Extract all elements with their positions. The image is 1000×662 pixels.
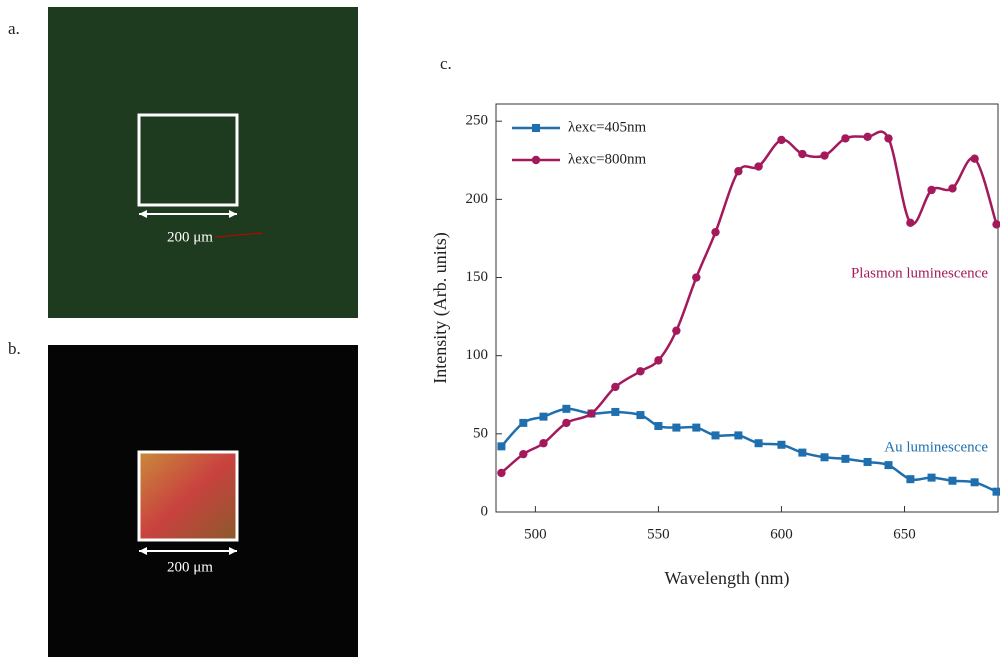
point bbox=[497, 469, 505, 477]
point bbox=[636, 411, 644, 419]
point bbox=[692, 273, 700, 281]
scale-label: 200 μm bbox=[167, 229, 213, 245]
panel-label: c. bbox=[440, 54, 452, 73]
annotation: Au luminescence bbox=[884, 439, 988, 455]
point bbox=[863, 133, 871, 141]
point bbox=[654, 356, 662, 364]
y-tick-label: 100 bbox=[466, 347, 489, 363]
point bbox=[906, 475, 914, 483]
figure: a. 200 μm b. 200 μm c. 0 50 100 150 200 250 50… bbox=[0, 0, 1000, 657]
point bbox=[539, 439, 547, 447]
region-box bbox=[139, 452, 237, 540]
point bbox=[712, 431, 720, 439]
point bbox=[777, 441, 785, 449]
point bbox=[672, 326, 680, 334]
point bbox=[798, 150, 806, 158]
point bbox=[884, 134, 892, 142]
point bbox=[672, 424, 680, 432]
point bbox=[777, 136, 785, 144]
x-tick-label: 650 bbox=[893, 526, 916, 542]
point bbox=[821, 453, 829, 461]
y-tick-label: 150 bbox=[466, 269, 489, 285]
y-tick-label: 0 bbox=[481, 503, 489, 519]
point bbox=[927, 186, 935, 194]
point bbox=[841, 134, 849, 142]
x-tick-label: 550 bbox=[647, 526, 670, 542]
legend-marker bbox=[532, 156, 540, 164]
point bbox=[654, 422, 662, 430]
point bbox=[562, 405, 570, 413]
point bbox=[971, 478, 979, 486]
point bbox=[948, 184, 956, 192]
point bbox=[948, 477, 956, 485]
point bbox=[734, 167, 742, 175]
point bbox=[636, 367, 644, 375]
panel-label: a. bbox=[8, 19, 20, 38]
point bbox=[928, 474, 936, 482]
y-axis-label: Intensity (Arb. units) bbox=[430, 232, 451, 383]
point bbox=[692, 424, 700, 432]
point bbox=[992, 220, 1000, 228]
y-tick-label: 50 bbox=[473, 425, 488, 441]
point bbox=[841, 455, 849, 463]
legend-label: λexc=800nm bbox=[568, 151, 647, 167]
scale-label: 200 μm bbox=[167, 559, 213, 575]
annotation: Plasmon luminescence bbox=[851, 265, 988, 281]
y-tick-label: 250 bbox=[466, 113, 489, 129]
point bbox=[820, 151, 828, 159]
point bbox=[884, 461, 892, 469]
point bbox=[562, 419, 570, 427]
point bbox=[497, 442, 505, 450]
point bbox=[864, 458, 872, 466]
point bbox=[906, 219, 914, 227]
y-tick-label: 200 bbox=[466, 191, 489, 207]
x-tick-label: 500 bbox=[524, 526, 547, 542]
point bbox=[519, 419, 527, 427]
point bbox=[611, 408, 619, 416]
point bbox=[587, 409, 595, 417]
point bbox=[798, 449, 806, 457]
point bbox=[611, 383, 619, 391]
point bbox=[970, 155, 978, 163]
legend-label: λexc=405nm bbox=[568, 119, 647, 135]
point bbox=[755, 439, 763, 447]
point bbox=[993, 488, 1000, 496]
x-tick-label: 600 bbox=[770, 526, 793, 542]
x-axis-label: Wavelength (nm) bbox=[664, 568, 789, 589]
point bbox=[734, 431, 742, 439]
series-line bbox=[501, 132, 996, 473]
point bbox=[754, 162, 762, 170]
panel-label: b. bbox=[8, 339, 21, 358]
point bbox=[519, 450, 527, 458]
point bbox=[539, 413, 547, 421]
legend-marker bbox=[532, 124, 540, 132]
microscope-image bbox=[48, 7, 358, 318]
point bbox=[711, 228, 719, 236]
